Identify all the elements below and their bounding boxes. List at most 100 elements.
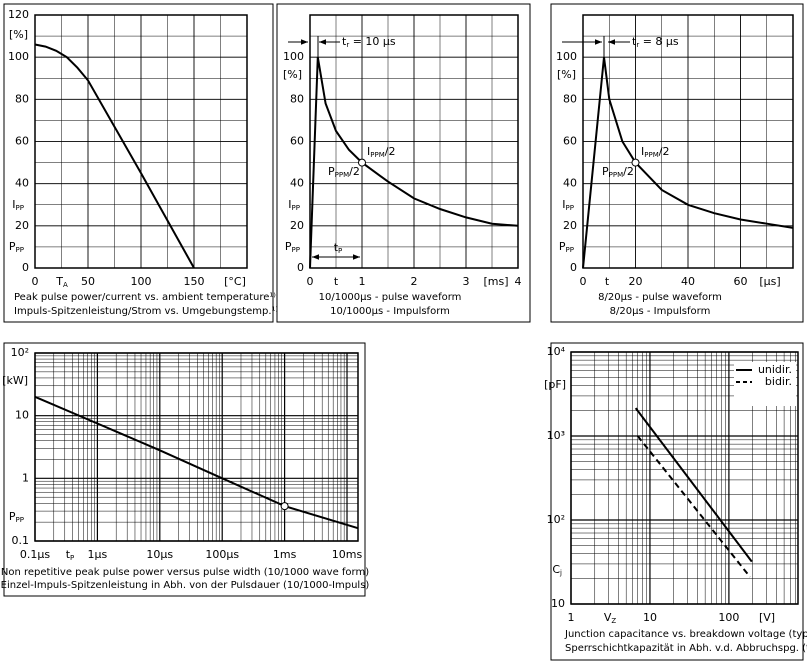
annotation-sub: PP	[16, 204, 24, 212]
plot-frame	[309, 14, 519, 269]
annotation-text: C	[552, 563, 560, 576]
annotation-after: = 10 µs	[349, 35, 396, 48]
annotation-sub: PP	[566, 204, 574, 212]
annotation-text: [µs]	[759, 275, 780, 288]
annotation-text: P	[328, 165, 335, 178]
y-tick-label: 60	[15, 135, 29, 148]
caption: Peak pulse power/current vs. ambient tem…	[14, 292, 276, 303]
caption: Impuls-Spitzenleistung/Strom vs. Umgebun…	[14, 306, 278, 317]
annotation-text: I	[12, 198, 15, 211]
caption: 8/20µs - pulse waveform	[598, 292, 722, 303]
y-tick-label: 20	[563, 219, 577, 232]
annotation-text: t	[605, 275, 610, 288]
annotation: VZ	[604, 611, 617, 625]
y-tick-label: 80	[15, 92, 29, 105]
x-tick-label: 0	[307, 275, 314, 288]
y-tick-label: 20	[290, 219, 304, 232]
annotation-text: I	[562, 198, 565, 211]
plot-frame	[582, 14, 794, 269]
panel	[276, 3, 531, 323]
highlight-point	[358, 158, 366, 167]
annotation: PPP	[9, 240, 24, 254]
y-tick-label: 120	[8, 8, 29, 21]
annotation-sub: PP	[566, 246, 574, 254]
annotation-text: t	[66, 548, 71, 561]
annotation: [°C]	[224, 275, 246, 288]
annotation: tP	[66, 548, 75, 562]
panel	[550, 3, 804, 323]
caption: 10/1000µs - pulse waveform	[319, 292, 462, 303]
series-line	[34, 395, 359, 530]
x-tick-label: 1ms	[273, 548, 297, 561]
annotation: PPP	[9, 510, 24, 524]
series-line	[309, 57, 519, 269]
caption: 10/1000µs - Impulsform	[330, 306, 450, 317]
annotation: [ms]	[483, 275, 508, 288]
annotation-sub: r	[346, 41, 349, 49]
y-tick-label: 10²	[11, 346, 29, 359]
x-tick-label: 2	[411, 275, 418, 288]
y-tick-label: 100	[8, 50, 29, 63]
annotation: [µs]	[759, 275, 780, 288]
annotation: [pF]	[544, 378, 566, 391]
annotation: [V]	[759, 611, 775, 624]
y-tick-label: 10	[551, 597, 565, 610]
annotation-text: P	[602, 165, 609, 178]
annotation-sub: P	[70, 554, 74, 562]
y-tick-label: 40	[15, 177, 29, 190]
x-tick-label: 50	[81, 275, 95, 288]
annotation-after: /2	[385, 145, 396, 158]
y-tick-label: 60	[563, 135, 577, 148]
annotation-text: t	[334, 275, 339, 288]
x-tick-label: 1	[359, 275, 366, 288]
annotation-sub: r	[636, 41, 639, 49]
y-tick-label: 10³	[547, 429, 565, 442]
series-line	[634, 407, 753, 563]
plot-frame	[34, 352, 359, 542]
annotation-sub: PP	[292, 204, 300, 212]
x-tick-label: 100µs	[205, 548, 239, 561]
annotation-text: P	[9, 510, 16, 523]
annotation-sub: PPM	[609, 171, 623, 179]
x-tick-label: 40	[681, 275, 695, 288]
annotation: [%]	[557, 68, 576, 81]
annotation: t	[334, 275, 339, 288]
panel	[3, 342, 366, 597]
annotation: PPP	[285, 240, 300, 254]
annotation-after: /2	[349, 165, 360, 178]
y-tick-label: 0	[297, 261, 304, 274]
y-tick-label: 10²	[547, 513, 565, 526]
x-tick-label: 0	[32, 275, 39, 288]
series-line	[34, 43, 195, 269]
annotation-text: [%]	[283, 68, 302, 81]
panel	[550, 342, 804, 661]
annotation-text: I	[641, 145, 644, 158]
series-line	[582, 57, 794, 269]
y-tick-label: 0.1	[12, 534, 30, 547]
caption: Einzel-Impuls-Spitzenleistung in Abh. vo…	[1, 580, 370, 591]
annotation-text: [V]	[759, 611, 775, 624]
x-tick-label: 60	[734, 275, 748, 288]
highlight-point	[631, 158, 640, 167]
annotation-after: /2	[623, 165, 634, 178]
annotation-text: P	[285, 240, 292, 253]
annotation: tP	[334, 241, 343, 255]
y-tick-label: 60	[290, 135, 304, 148]
annotation-sub: PP	[16, 246, 24, 254]
annotation: [kW]	[2, 374, 28, 387]
x-tick-label: 1µs	[88, 548, 108, 561]
highlight-point	[280, 502, 289, 511]
annotation-text: [°C]	[224, 275, 246, 288]
annotation-text: P	[9, 240, 16, 253]
annotation-sub: A	[63, 281, 68, 289]
annotation-text: [kW]	[2, 374, 28, 387]
x-tick-label: 150	[184, 275, 205, 288]
annotation-text: P	[559, 240, 566, 253]
x-tick-label: 10µs	[146, 548, 173, 561]
arrows	[288, 36, 630, 260]
annotation: [%]	[283, 68, 302, 81]
annotation: PPP	[559, 240, 574, 254]
y-tick-label: 80	[563, 92, 577, 105]
y-tick-label: 1	[22, 471, 29, 484]
